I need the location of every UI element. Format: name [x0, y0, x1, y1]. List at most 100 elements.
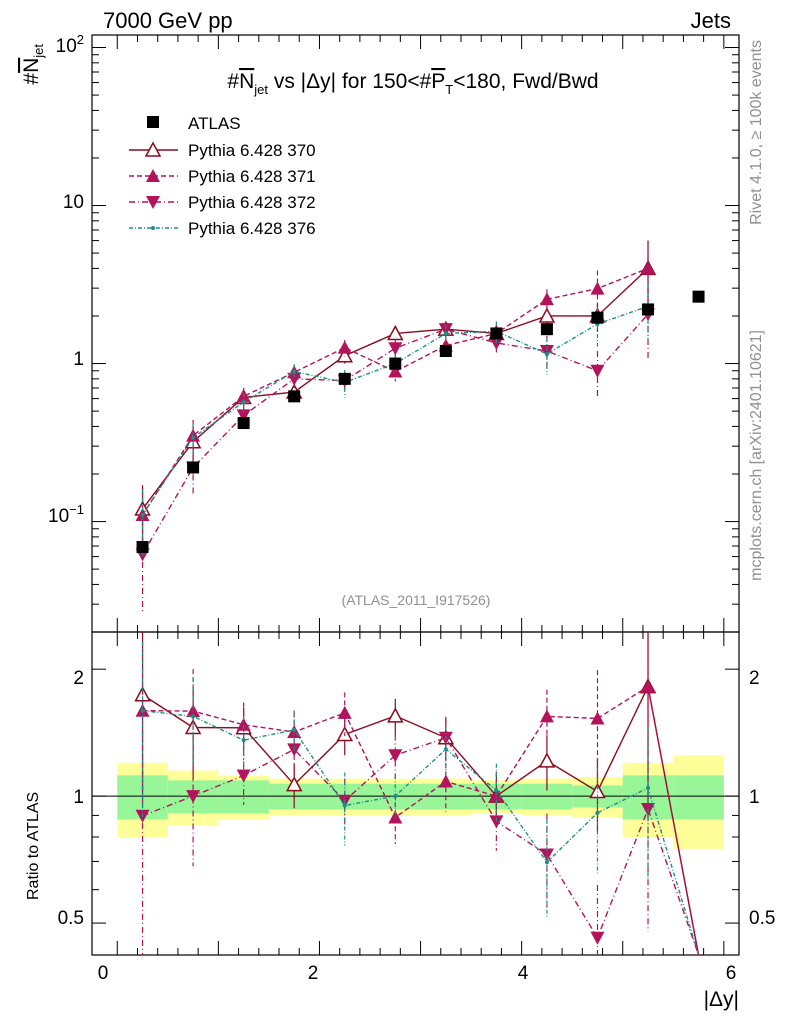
ratio-point-376: [544, 860, 549, 865]
ratio-point-371: [337, 705, 352, 719]
mcplots-source-label: mcplots.cern.ch [arXiv:2401.10621]: [748, 330, 765, 581]
point-372: [388, 342, 403, 356]
legend-label-376: Pythia 6.428 376: [188, 219, 316, 238]
ratio-point-370: [285, 776, 303, 792]
data-point-atlas: [237, 417, 250, 430]
data-point-atlas: [187, 461, 200, 474]
ratio-panel-frame: [91, 631, 740, 956]
ratio-point-376: [443, 747, 448, 752]
ratio-point-371: [388, 810, 403, 824]
data-point-atlas: [540, 323, 553, 336]
ratio-point-372: [186, 790, 201, 804]
data-point-atlas: [288, 390, 301, 403]
point-376: [544, 351, 549, 356]
data-point-atlas: [642, 303, 655, 316]
series-line-371: [141, 267, 649, 516]
legend-label-atlas: ATLAS: [188, 114, 241, 133]
point-376: [241, 400, 246, 405]
ratio-point-376: [342, 803, 347, 808]
legend-label-370: Pythia 6.428 370: [188, 141, 316, 160]
point-370: [336, 347, 353, 363]
ratio-point-371: [539, 709, 554, 723]
ratio-tick-label-0p5-right: 0.5: [749, 908, 775, 929]
legend: ATLAS Pythia 6.428 370 Pythia 6.428 371 …: [129, 114, 316, 238]
data-point-atlas: [389, 357, 402, 370]
data-point-atlas: [338, 372, 351, 385]
data-point-atlas: [136, 541, 149, 554]
ratio-point-370: [538, 752, 556, 768]
ratio-point-376: [191, 714, 196, 719]
legend-marker-372: [146, 196, 160, 209]
point-372: [489, 336, 504, 350]
x-tick-label-2: 2: [308, 963, 319, 984]
y-tick-label-10: 10: [63, 192, 84, 213]
ratio-point-370: [387, 707, 404, 723]
y-tick-label-0p1: 10−1: [48, 502, 84, 527]
point-371: [337, 340, 352, 354]
ratio-point-371: [489, 789, 504, 803]
ratio-point-376: [140, 708, 145, 713]
ratio-point-372: [236, 769, 251, 783]
legend-marker-376: [151, 226, 155, 230]
data-point-atlas: [439, 345, 452, 358]
analysis-id-label: (ATLAS_2011_I917526): [342, 592, 491, 608]
ratio-tick-label-1: 1: [73, 787, 84, 808]
rivet-version-label: Rivet 4.1.0, ≥ 100k events: [748, 40, 765, 225]
ratio-uncertainty-bands: [117, 755, 724, 849]
ratio-point-376: [595, 810, 600, 815]
ratio-point-376: [494, 788, 499, 793]
legend-marker-371: [146, 169, 160, 182]
y-tick-label-1: 1: [73, 349, 84, 370]
ratio-point-376: [292, 727, 297, 732]
point-372: [590, 364, 605, 378]
ratio-tick-label-2-right: 2: [749, 668, 760, 689]
ratio-line-372: [142, 736, 700, 956]
x-tick-label-0: 0: [98, 963, 109, 984]
ratio-line-370: [142, 684, 700, 956]
legend-label-372: Pythia 6.428 372: [188, 193, 316, 212]
point-370: [538, 307, 556, 323]
header-process-label: Jets: [691, 8, 731, 33]
ratio-line-371: [142, 685, 700, 956]
ratio-tick-label-1-right: 1: [749, 787, 760, 808]
ratio-point-372: [539, 848, 554, 862]
series-line-370: [141, 267, 649, 510]
point-376: [140, 513, 145, 518]
ratio-panel-marks: [134, 632, 700, 956]
y-axis-label: #Njet: [20, 44, 46, 85]
chart-title: #Njet vs |Δy| for 150<#PT<180, Fwd/Bwd: [227, 70, 598, 97]
data-point-atlas: [591, 311, 604, 324]
point-376: [292, 369, 297, 374]
data-point-atlas: [490, 327, 503, 340]
legend-label-371: Pythia 6.428 371: [188, 167, 316, 186]
ratio-tick-label-0p5: 0.5: [58, 908, 84, 929]
ratio-point-371: [590, 711, 605, 725]
ratio-point-376: [393, 794, 398, 799]
ratio-point-372: [489, 815, 504, 829]
ratio-point-371: [641, 679, 656, 693]
legend-marker-370: [144, 141, 162, 157]
ratio-y-axis-label: Ratio to ATLAS: [25, 792, 42, 900]
uncertainty-band-inner: [673, 775, 724, 820]
ratio-point-376: [241, 738, 246, 743]
point-372: [236, 409, 251, 423]
point-371: [641, 261, 656, 275]
x-tick-label-4: 4: [518, 963, 529, 984]
y-tick-label-100: 102: [56, 32, 84, 57]
data-point-atlas: [692, 290, 705, 303]
ratio-point-372: [590, 931, 605, 945]
point-376: [443, 331, 448, 336]
ratio-point-376: [646, 785, 651, 790]
x-tick-label-6: 6: [726, 963, 737, 984]
ratio-line-376: [142, 710, 700, 956]
ratio-point-372: [388, 749, 403, 763]
ratio-point-371: [438, 774, 453, 788]
ratio-point-371: [186, 704, 201, 718]
point-370: [387, 324, 404, 341]
ratio-tick-label-2: 2: [73, 668, 84, 689]
legend-marker-atlas: [147, 116, 159, 128]
point-372: [438, 323, 453, 337]
series-line-372: [141, 313, 649, 555]
x-axis-label: |Δy|: [704, 988, 739, 1011]
main-panel-marks: [134, 240, 705, 614]
